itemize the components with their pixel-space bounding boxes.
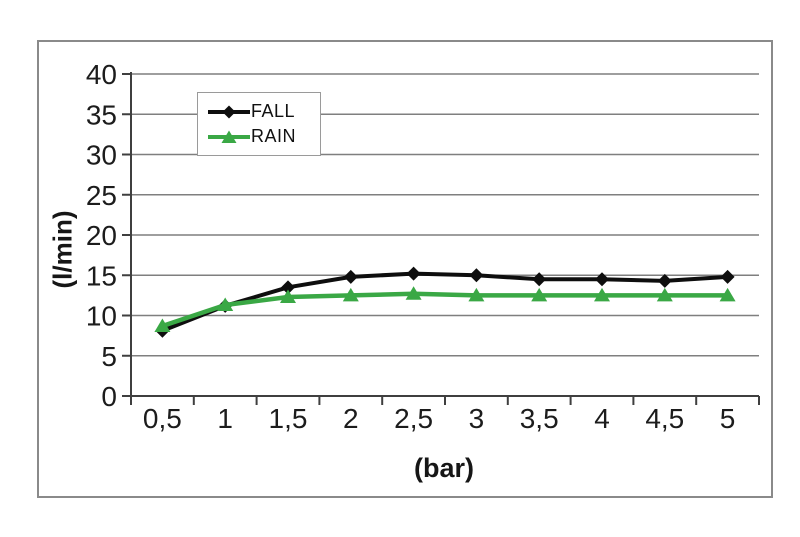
y-tick-label: 15: [86, 260, 117, 291]
legend-label-rain: RAIN: [251, 126, 297, 146]
rain-data-point-marker: [531, 287, 548, 302]
fall-data-point-marker: [406, 266, 421, 281]
rain-data-point-marker: [280, 289, 296, 303]
fall-data-point-marker: [532, 272, 547, 287]
rain-series-line: [161, 291, 728, 329]
x-tick-label: 4: [594, 403, 610, 434]
rain-data-point-marker: [656, 287, 673, 302]
chart-plot-area: 0 5 10 15 20 25 30 35 40 0,5 1 1,5 2 2,5 3 3,5 4 4,5 5: [86, 59, 760, 434]
y-tick-label: 0: [101, 381, 117, 412]
y-tick-label: 30: [86, 140, 117, 171]
x-tick-label: 0,5: [143, 403, 182, 434]
fall-data-point-marker: [720, 269, 735, 284]
x-tick-label: 2,5: [394, 403, 433, 434]
x-tick-label: 3,5: [520, 403, 559, 434]
fall-data-point-marker: [595, 272, 609, 287]
rain-data-point-marker: [594, 287, 610, 302]
y-tick-label: 35: [86, 99, 117, 130]
y-tick-label: 40: [86, 59, 117, 90]
rain-series-line-icon: [208, 130, 250, 143]
fall-series-line: [161, 271, 728, 333]
fall-data-point-marker: [343, 269, 358, 284]
rain-data-point-marker: [719, 287, 736, 302]
x-tick-label: 3: [469, 403, 485, 434]
y-tick-label: 20: [86, 220, 117, 251]
y-tick-label: 5: [101, 341, 117, 372]
x-axis-title: (bar): [414, 453, 474, 483]
x-tick-label: 1,5: [269, 403, 308, 434]
x-tick-label: 2: [343, 403, 359, 434]
chart-figure: 0 5 10 15 20 25 30 35 40 0,5 1 1,5 2 2,5 3 3,5 4 4,5 5 (l/…: [37, 40, 773, 498]
legend-item-rain: RAIN: [207, 126, 320, 146]
x-tick-label: 5: [720, 403, 736, 434]
legend-label-fall: FALL: [251, 101, 296, 121]
x-tick-label: 1: [217, 403, 233, 434]
y-tick-label: 25: [86, 180, 117, 211]
fall-series-line-icon: [208, 105, 250, 118]
fall-data-point-marker: [657, 273, 672, 288]
fall-data-point-marker: [281, 280, 295, 295]
rain-data-point-marker: [468, 287, 485, 302]
rain-data-point-marker: [342, 287, 359, 302]
y-axis-title: (l/min): [47, 210, 78, 289]
rain-data-point-marker: [217, 297, 234, 312]
rain-data-point-marker: [405, 286, 422, 300]
legend: FALL RAIN: [197, 92, 321, 156]
y-tick-label: 10: [86, 301, 117, 332]
x-tick-label: 4,5: [645, 403, 684, 434]
legend-item-fall: FALL: [207, 101, 320, 121]
rain-data-point-marker: [154, 318, 171, 332]
fall-data-point-marker: [469, 268, 484, 283]
